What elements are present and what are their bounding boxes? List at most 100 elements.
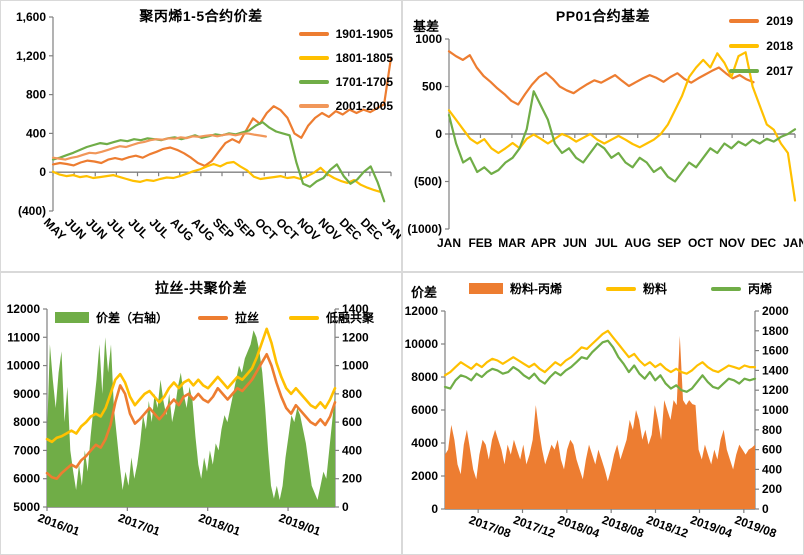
legend-swatch-line bbox=[298, 104, 329, 108]
legend-swatch-line bbox=[606, 286, 636, 291]
x-axis-tick-label: NOV bbox=[719, 236, 745, 250]
y-axis-tick-label: 9000 bbox=[13, 387, 40, 401]
legend-item-价差（右轴）: 价差（右轴） bbox=[55, 309, 168, 326]
legend: 2019 2018 2017 bbox=[729, 14, 793, 78]
x-axis-tick-label: 2019/01 bbox=[277, 511, 323, 539]
y-axis-tick-label: 1000 bbox=[415, 32, 442, 46]
plot-area-powder-propylene-spread: 1200010000800060004000200002000180016001… bbox=[405, 304, 789, 541]
y2-axis-tick-label: 1400 bbox=[342, 302, 369, 316]
legend-label: 1901-1905 bbox=[335, 27, 393, 41]
x-axis-tick-label: 2017/01 bbox=[116, 511, 162, 539]
y2-axis-tick-label: 1200 bbox=[342, 330, 369, 344]
legend-item-1901-1905: 1901-1905 bbox=[298, 27, 393, 41]
y-axis-tick-label: 7000 bbox=[13, 443, 40, 457]
series-line-1901-1905 bbox=[51, 56, 393, 167]
x-axis-tick-label: 2018/04 bbox=[556, 513, 602, 541]
series-line-1801-1805 bbox=[51, 160, 382, 194]
series-area-价差（右轴） bbox=[47, 330, 335, 507]
series-line-粉料 bbox=[443, 329, 757, 377]
x-axis-tick-label: FEB bbox=[468, 236, 492, 250]
x-axis-tick-label: JAN bbox=[437, 236, 461, 250]
y2-axis-tick-label: 400 bbox=[762, 462, 782, 476]
x-axis-tick-label: APR bbox=[531, 236, 557, 250]
y-axis-tick-label: 8000 bbox=[411, 370, 438, 384]
y-axis-tick-label: 500 bbox=[422, 80, 442, 94]
y2-axis-tick-label: 800 bbox=[762, 423, 782, 437]
y-axis-tick-label: 10000 bbox=[7, 359, 41, 373]
y-axis-tick-label: 6000 bbox=[13, 472, 40, 486]
y-axis-title: 价差 bbox=[411, 285, 438, 300]
legend-label: 丙烯 bbox=[748, 282, 773, 296]
y2-axis-tick-label: 0 bbox=[762, 502, 769, 516]
x-axis-tick-label: MAY bbox=[41, 215, 69, 243]
plot-area-pp-1-5-spread: 1,6001,2008004000(400)MAYJUNJUNJULJULJUL… bbox=[16, 10, 401, 244]
x-axis-tick-label: 2017/08 bbox=[467, 513, 513, 541]
x-axis-tick-label: JUL bbox=[595, 236, 618, 250]
chart-title: 拉丝-共聚价差 bbox=[154, 280, 248, 296]
chart-panel-pp-1-5-contract-spread: 1,600 1,200 800 400 0 (400) MAY JUN JUN JUL JUL JUL… bbox=[0, 0, 402, 272]
y2-axis-tick-label: 1400 bbox=[762, 363, 789, 377]
x-axis-tick-label: JAN bbox=[783, 236, 803, 250]
legend-item-粉料: 粉料 bbox=[606, 280, 667, 297]
x-axis-tick-label: 2018/08 bbox=[600, 513, 646, 541]
y-axis-tick-label: 800 bbox=[26, 88, 46, 102]
legend-item-2017: 2017 bbox=[729, 64, 793, 78]
y-axis-tick-label: 1,200 bbox=[16, 49, 46, 63]
legend-swatch-line bbox=[298, 80, 329, 84]
series-line-1701-1705 bbox=[51, 121, 386, 203]
legend-label: 2019 bbox=[766, 14, 793, 28]
x-axis-tick-label: 2018/01 bbox=[197, 511, 243, 539]
legend: 粉料-丙烯 粉料 丙烯 bbox=[469, 280, 772, 297]
x-axis-tick-label: 2019/04 bbox=[688, 513, 734, 541]
y2-axis-tick-label: 0 bbox=[342, 500, 349, 514]
series-line-丙烯 bbox=[443, 339, 757, 393]
y-axis-tick-label: 1,600 bbox=[16, 10, 46, 24]
y2-axis-tick-label: 1200 bbox=[762, 383, 789, 397]
legend: 1901-1905 1801-1805 1701-1705 2001-2005 bbox=[298, 27, 393, 113]
x-axis-tick-label: DEC bbox=[337, 215, 365, 243]
y2-axis-tick-label: 1000 bbox=[762, 403, 789, 417]
x-axis-tick-label: JUN bbox=[62, 215, 89, 242]
y-axis-tick-label: 11000 bbox=[7, 330, 40, 344]
legend-item-低融共聚: 低融共聚 bbox=[289, 309, 374, 326]
x-axis-tick-label: SEP bbox=[210, 215, 237, 242]
legend-item-粉料-丙烯: 粉料-丙烯 bbox=[469, 280, 562, 297]
legend-item-2018: 2018 bbox=[729, 39, 793, 53]
x-axis-tick-label: AUG bbox=[624, 236, 651, 250]
y-axis-tick-label: 2000 bbox=[411, 469, 438, 483]
y-axis-tick-label: 10000 bbox=[405, 337, 439, 351]
chart-panel-drawing-copolymer-spread: 12000 11000 10000 9000 8000 7000 6000 5000 1400 1… bbox=[0, 272, 402, 555]
y-axis-title: 基差 bbox=[413, 19, 440, 34]
y2-axis-tick-label: 400 bbox=[342, 443, 362, 457]
series-line-拉丝 bbox=[45, 353, 337, 480]
y2-axis-tick-label: 1800 bbox=[762, 324, 789, 338]
x-axis-tick-label: DEC bbox=[751, 236, 777, 250]
y-axis-tick-label: 8000 bbox=[13, 415, 40, 429]
series-line-2001-2005 bbox=[51, 132, 267, 161]
x-axis-tick-label: MAR bbox=[498, 236, 526, 250]
legend-swatch-line bbox=[711, 286, 742, 291]
series-line-2018 bbox=[447, 51, 797, 202]
legend-label: 低融共聚 bbox=[326, 311, 375, 325]
x-axis-tick-label: JUL bbox=[104, 215, 130, 241]
legend-label: 粉料-丙烯 bbox=[510, 282, 562, 296]
y-axis-tick-label: 0 bbox=[431, 502, 438, 516]
chart-panel-pp01-basis: 1000 500 0 (500) (1000) JAN FEB MAR APR JUN JUL AUG… bbox=[402, 0, 804, 272]
x-axis-tick-label: DEC bbox=[358, 215, 386, 243]
legend-swatch-line bbox=[298, 56, 329, 60]
legend-label: 2018 bbox=[766, 39, 793, 53]
y-axis-tick-label: 0 bbox=[435, 127, 442, 141]
y-axis-tick-label: 5000 bbox=[13, 500, 40, 514]
legend-item-2019: 2019 bbox=[729, 14, 793, 28]
y-axis-tick-label: 12000 bbox=[7, 302, 41, 316]
series-line-2017 bbox=[447, 90, 797, 183]
x-axis-tick-label: JUL bbox=[147, 215, 173, 241]
y-axis-tick-label: (400) bbox=[18, 204, 46, 218]
legend-label: 2017 bbox=[766, 64, 793, 78]
series-line-低融共聚 bbox=[45, 327, 337, 444]
legend-item-2001-2005: 2001-2005 bbox=[298, 99, 393, 113]
legend-swatch-line bbox=[289, 315, 320, 320]
x-axis-tick-label: OCT bbox=[688, 236, 714, 250]
